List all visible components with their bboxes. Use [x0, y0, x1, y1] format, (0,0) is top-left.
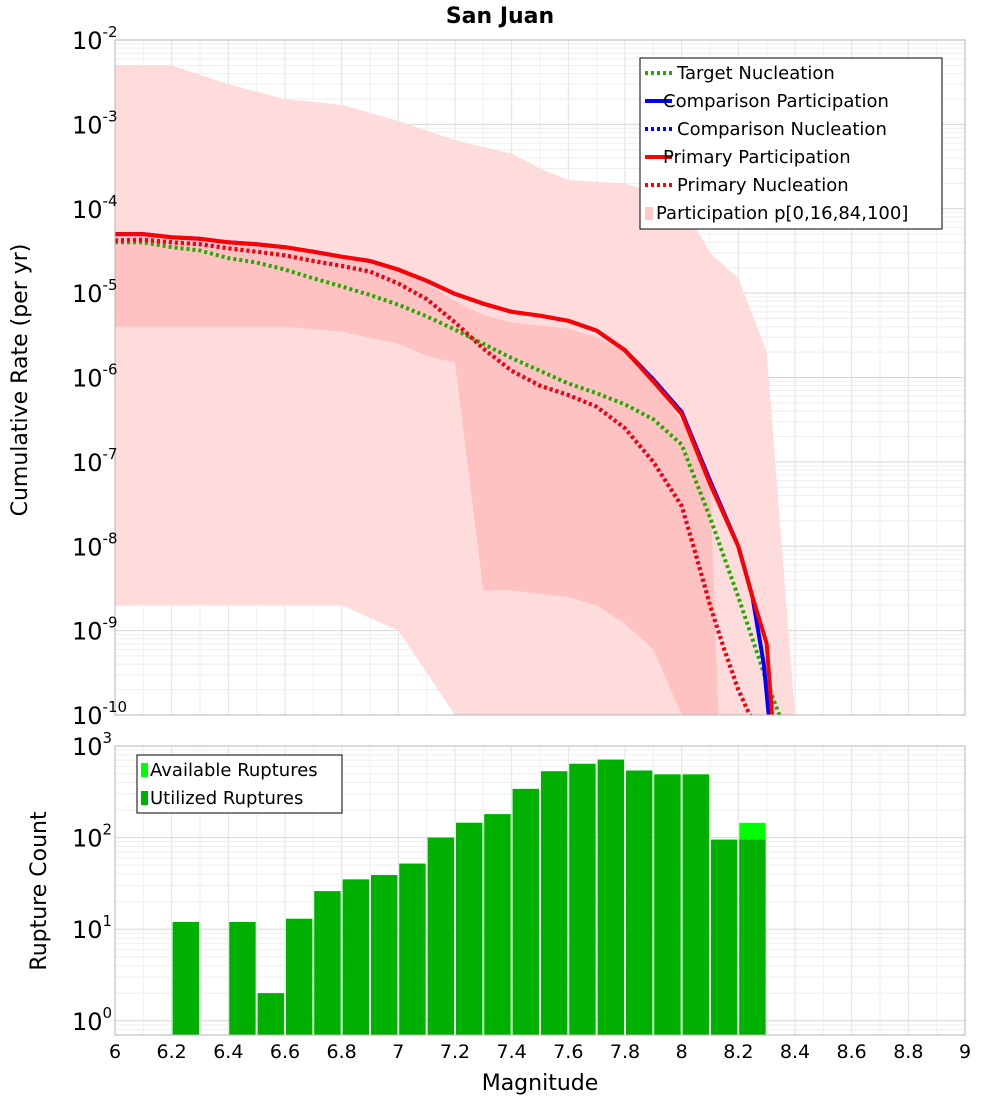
x-tick-label: 7.8 [610, 1041, 640, 1063]
bar-utilized-ruptures [314, 891, 341, 1035]
series-primary-participation [115, 232, 775, 715]
legend-label-comparison-participation: Comparison Participation [663, 91, 889, 112]
bar-utilized-ruptures [172, 922, 199, 1035]
bar-utilized-ruptures [512, 788, 539, 1035]
magnitude-x-tick-labels: 6 6.2 6.4 6.6 6.8 7 7.2 7.4 7.6 7.8 8 8.2 8.4 8.6 8.8 9 [109, 1041, 971, 1063]
rate-y-tick-label: 10-3 [72, 107, 118, 139]
count-y-tick-label: 103 [72, 729, 112, 761]
x-tick-label: 8.8 [893, 1041, 923, 1063]
x-tick-label: 8.6 [837, 1041, 867, 1063]
bar-utilized-ruptures [739, 839, 766, 1035]
count-y-axis-label: Rupture Count [27, 811, 52, 971]
rate-panel: 10-2 10-3 10-4 10-5 10-6 10-7 10-8 10-9 10-10 Cu… [8, 23, 966, 730]
rate-y-tick-label: 10-9 [72, 614, 118, 646]
bar-utilized-ruptures [229, 922, 256, 1035]
rate-y-tick-label: 10-4 [72, 192, 118, 224]
count-y-tick-label: 101 [72, 912, 112, 944]
legend-swatch-utilized-ruptures [141, 791, 148, 805]
x-tick-label: 7 [392, 1041, 404, 1063]
legend-label-target-nucleation: Target Nucleation [676, 63, 835, 84]
count-bars [172, 759, 766, 1035]
bar-utilized-ruptures [399, 863, 426, 1035]
rate-y-tick-labels: 10-2 10-3 10-4 10-5 10-6 10-7 10-8 10-9 10-10 [72, 23, 127, 730]
x-tick-label: 6 [109, 1041, 121, 1063]
legend-label-comparison-nucleation: Comparison Nucleation [677, 119, 887, 140]
bar-utilized-ruptures [484, 814, 511, 1035]
legend-swatch-participation-p-0-16-84-100 [645, 207, 653, 220]
x-tick-label: 9 [959, 1041, 971, 1063]
bar-utilized-ruptures [682, 774, 709, 1035]
bar-utilized-ruptures [371, 875, 398, 1035]
x-tick-label: 6.8 [327, 1041, 357, 1063]
x-tick-label: 7.4 [497, 1041, 527, 1063]
bar-utilized-ruptures [257, 993, 284, 1035]
x-tick-label: 6.2 [157, 1041, 187, 1063]
count-y-tick-label: 100 [72, 1004, 112, 1036]
magnitude-x-axis-label: Magnitude [482, 1071, 599, 1096]
x-tick-label: 6.6 [270, 1041, 300, 1063]
count-y-tick-label: 102 [72, 821, 112, 853]
bar-utilized-ruptures [654, 774, 681, 1035]
x-tick-label: 8 [676, 1041, 688, 1063]
rate-y-axis-label: Cumulative Rate (per yr) [8, 244, 33, 517]
band-participation-p16-p84 [115, 234, 719, 715]
rate-series-lines [115, 232, 782, 715]
bar-utilized-ruptures [427, 837, 454, 1035]
rate-y-tick-label: 10-2 [72, 23, 118, 55]
bar-utilized-ruptures [541, 771, 568, 1035]
legend-label-primary-participation: Primary Participation [663, 147, 851, 168]
rate-legend: Target Nucleation Comparison Participatio… [639, 57, 943, 230]
bar-utilized-ruptures [597, 759, 624, 1035]
participation-bands [115, 65, 795, 715]
bar-utilized-ruptures [711, 839, 738, 1035]
bar-utilized-ruptures [569, 763, 596, 1035]
bar-utilized-ruptures [456, 822, 483, 1035]
legend-label-participation-p-0-16-84-100: Participation p[0,16,84,100] [656, 203, 908, 224]
x-tick-label: 7.2 [440, 1041, 470, 1063]
rate-y-tick-label: 10-6 [72, 361, 118, 393]
rate-y-tick-label: 10-7 [72, 445, 118, 477]
legend-swatch-available-ruptures [141, 763, 148, 777]
x-tick-label: 8.4 [780, 1041, 810, 1063]
x-tick-label: 8.2 [723, 1041, 753, 1063]
rate-y-tick-label: 10-5 [72, 276, 118, 308]
x-tick-label: 7.6 [553, 1041, 583, 1063]
legend-label-available-ruptures: Available Ruptures [150, 760, 318, 781]
bar-utilized-ruptures [626, 770, 653, 1035]
count-panel: 103 102 101 100 6 6.2 6.4 6.6 6.8 7 7.2 7.4 7.6 7.8 8… [27, 729, 971, 1096]
count-legend: Available Ruptures Utilized Ruptures [136, 754, 343, 814]
count-y-tick-labels: 103 102 101 100 [72, 729, 112, 1036]
legend-label-utilized-ruptures: Utilized Ruptures [150, 788, 303, 809]
bar-utilized-ruptures [342, 879, 369, 1035]
rate-y-tick-label: 10-8 [72, 529, 118, 561]
legend-label-primary-nucleation: Primary Nucleation [677, 175, 849, 196]
x-tick-label: 6.4 [213, 1041, 243, 1063]
rate-plot-frame [114, 39, 966, 716]
bar-utilized-ruptures [286, 918, 313, 1035]
count-legend-box [136, 754, 343, 814]
rate-y-tick-label: 10-10 [72, 698, 127, 730]
series-target-nucleation [115, 240, 782, 715]
count-plot-frame [114, 745, 966, 1036]
rate-legend-box [639, 57, 943, 230]
chart-title: San Juan [446, 4, 554, 29]
